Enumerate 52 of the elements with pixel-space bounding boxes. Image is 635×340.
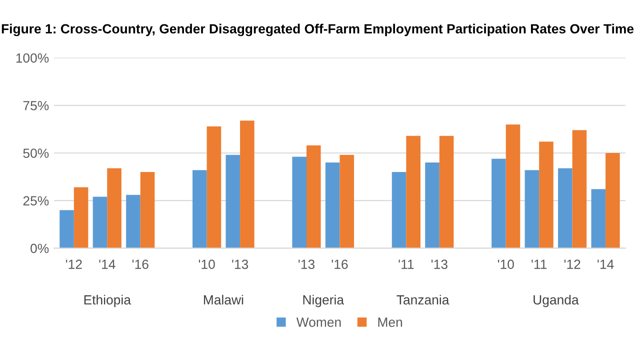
x-tick-label: '10 — [198, 260, 215, 270]
bar — [506, 124, 520, 248]
x-tick-label: '13 — [298, 260, 315, 270]
bar — [524, 170, 540, 248]
bar — [606, 153, 620, 248]
x-tick-label: '11 — [398, 260, 414, 269]
chart-title: Figure 1: Cross-Country, Gender Disaggregated Off-Farm Employment Participation Rates Over Time — [2, 24, 634, 36]
text: Tanzania — [396, 294, 450, 305]
y-tick-label: 100% — [16, 53, 49, 63]
bar — [572, 130, 587, 248]
x-tick-label: '14 — [99, 260, 116, 269]
bar — [539, 142, 554, 248]
bar — [226, 154, 240, 248]
bar — [492, 158, 506, 248]
bar — [92, 196, 108, 248]
bar — [140, 172, 155, 248]
bar — [340, 154, 354, 248]
x-tick-label: '12 — [66, 260, 82, 269]
text: Uganda — [534, 294, 579, 308]
legend-label: Men — [378, 318, 402, 327]
bar — [292, 156, 306, 248]
y-tick-label: 50% — [23, 148, 49, 158]
bar — [591, 189, 606, 248]
x-tick-label: '16 — [132, 260, 148, 270]
x-tick-label: '16 — [332, 260, 348, 270]
legend-label: Women — [296, 318, 341, 327]
bar — [425, 162, 440, 248]
bar — [439, 136, 454, 248]
bar — [306, 145, 321, 248]
y-tick-label: 0% — [30, 244, 49, 254]
x-tick-label: '14 — [598, 260, 614, 269]
text: Nigeria — [303, 294, 344, 308]
y-tick-label: 75% — [23, 101, 49, 110]
x-tick-label: '12 — [564, 260, 580, 269]
bar — [126, 194, 140, 248]
bar — [107, 168, 122, 248]
x-tick-label: '11 — [532, 260, 547, 269]
x-tick-label: '13 — [232, 260, 248, 270]
bar — [74, 187, 88, 248]
text: Ethiopia — [84, 294, 131, 308]
bar — [406, 136, 420, 248]
bar — [192, 170, 207, 248]
bar — [206, 126, 222, 248]
y-tick-label: 25% — [23, 196, 49, 206]
bar — [325, 162, 340, 248]
text: Malawi — [204, 294, 244, 305]
x-tick-label: '13 — [431, 260, 448, 270]
bar — [60, 210, 74, 248]
bar — [240, 120, 254, 248]
x-tick-label: '10 — [498, 260, 514, 270]
bar — [392, 172, 406, 248]
bar — [558, 168, 572, 248]
